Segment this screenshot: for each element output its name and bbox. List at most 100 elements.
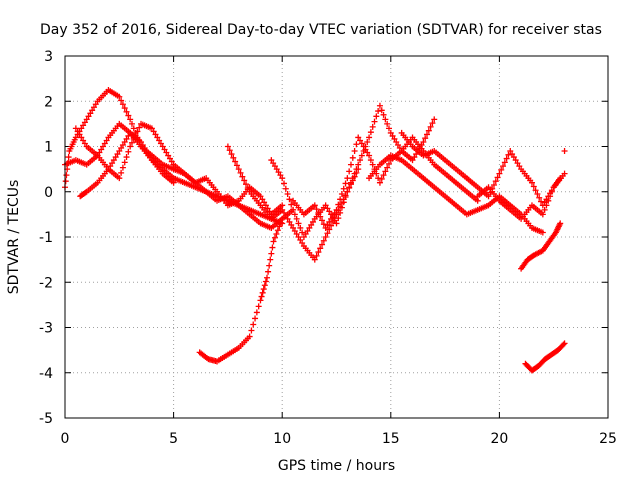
data-point [349,154,356,161]
data-point [159,143,166,150]
data-point [101,140,108,147]
data-point [259,289,266,296]
data-point [150,128,157,135]
data-point [530,183,537,190]
data-point [425,127,432,134]
data-point [119,141,126,148]
data-point [161,146,168,153]
data-point [293,230,300,237]
data-point [282,212,289,219]
data-point [326,208,333,215]
data-point [503,155,510,162]
data-point [165,152,172,159]
y-tick-label: -1 [39,230,53,246]
data-point [123,154,130,161]
data-point [277,172,284,179]
data-point [338,204,345,211]
data-point [100,143,107,150]
data-point [337,196,344,203]
data-point [127,143,134,150]
data-point [322,234,329,240]
data-point [139,141,146,148]
data-point [116,148,123,155]
data-point [119,164,126,171]
data-point [349,175,356,182]
data-point [266,208,273,215]
chart-title: Day 352 of 2016, Sidereal Day-to-day VTE… [40,22,602,38]
data-point [376,102,383,109]
data-point [357,157,364,164]
data-point [78,134,85,141]
data-point [118,169,125,176]
data-point [395,141,402,148]
data-point [347,179,354,186]
x-tick-label: 25 [599,431,617,447]
x-tick-labels: 0 5 10 15 20 25 [61,431,617,447]
data-point [387,129,394,136]
data-point [424,131,430,138]
data-point [168,158,175,165]
data-point [342,194,349,201]
data-point [411,154,418,161]
data-point [87,110,94,117]
data-point [299,240,306,247]
data-point [322,202,329,209]
data-point [490,181,497,188]
data-point [319,241,326,248]
data-point [384,120,391,127]
data-point [344,175,351,182]
data-point [324,230,331,237]
data-point [103,137,110,144]
data-point [324,221,331,228]
data-point [393,138,400,145]
data-point [380,172,387,179]
data-point [116,93,123,100]
data-point [128,139,135,146]
data-point [268,250,275,257]
data-point [324,205,331,212]
data-point [510,154,517,161]
data-point [389,132,396,139]
data-point [286,196,293,203]
data-point [269,244,276,251]
data-point [362,146,369,153]
data-point [166,155,173,162]
x-tick-label: 0 [61,431,70,447]
y-tick-label: -5 [39,411,53,427]
data-point [547,193,554,200]
data-point [125,132,132,139]
data-point [322,224,329,231]
data-point [279,215,286,222]
data-point [366,134,373,141]
data-point [255,303,262,310]
data-point [384,164,391,171]
data-point [141,145,148,152]
y-tick-label: 2 [44,94,53,110]
y-axis-label: SDTVAR / TECUs [6,180,22,295]
data-point [342,180,349,187]
data-point [561,148,568,155]
data-point [380,111,387,118]
data-point [308,221,315,228]
data-point [317,213,324,220]
y-tick-label: -3 [39,321,53,337]
data-point [123,135,130,142]
data-point [382,116,389,123]
data-point [148,125,155,132]
data-point [76,131,83,138]
data-point [279,175,286,182]
data-point [105,166,112,173]
data-point [80,137,87,144]
data-point [128,120,135,127]
data-point [543,202,550,209]
grid-lines [65,56,608,418]
data-point [295,234,302,240]
data-point [364,138,371,145]
data-point [335,215,342,222]
data-point [329,212,336,219]
data-point [541,199,548,206]
data-point [118,97,125,104]
data-point [157,140,164,147]
plot-frame [64,55,609,419]
